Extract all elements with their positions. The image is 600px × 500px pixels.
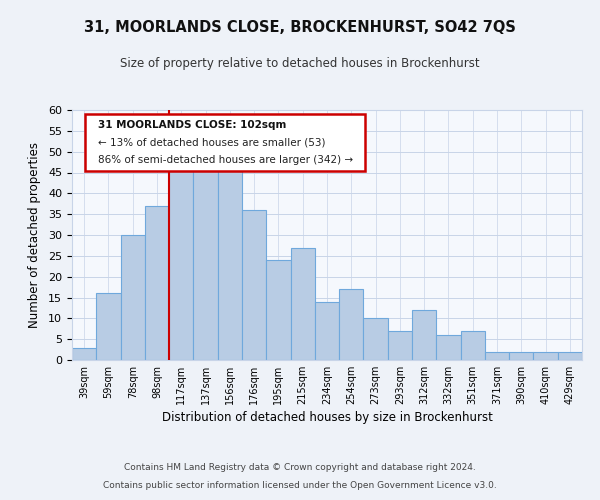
FancyBboxPatch shape: [85, 114, 365, 171]
Text: 86% of semi-detached houses are larger (342) →: 86% of semi-detached houses are larger (…: [97, 155, 353, 165]
Bar: [266, 260, 290, 360]
Bar: [242, 210, 266, 360]
Bar: [193, 160, 218, 360]
Bar: [485, 352, 509, 360]
Text: Size of property relative to detached houses in Brockenhurst: Size of property relative to detached ho…: [120, 58, 480, 70]
Bar: [436, 335, 461, 360]
Y-axis label: Number of detached properties: Number of detached properties: [28, 142, 41, 328]
Bar: [218, 160, 242, 360]
Bar: [96, 294, 121, 360]
Bar: [290, 248, 315, 360]
Bar: [461, 331, 485, 360]
X-axis label: Distribution of detached houses by size in Brockenhurst: Distribution of detached houses by size …: [161, 411, 493, 424]
Bar: [169, 152, 193, 360]
Text: Contains public sector information licensed under the Open Government Licence v3: Contains public sector information licen…: [103, 481, 497, 490]
Text: 31 MOORLANDS CLOSE: 102sqm: 31 MOORLANDS CLOSE: 102sqm: [97, 120, 286, 130]
Bar: [558, 352, 582, 360]
Bar: [339, 289, 364, 360]
Bar: [145, 206, 169, 360]
Bar: [72, 348, 96, 360]
Bar: [388, 331, 412, 360]
Bar: [533, 352, 558, 360]
Bar: [509, 352, 533, 360]
Text: 31, MOORLANDS CLOSE, BROCKENHURST, SO42 7QS: 31, MOORLANDS CLOSE, BROCKENHURST, SO42 …: [84, 20, 516, 35]
Bar: [315, 302, 339, 360]
Bar: [412, 310, 436, 360]
Text: ← 13% of detached houses are smaller (53): ← 13% of detached houses are smaller (53…: [97, 138, 325, 147]
Bar: [364, 318, 388, 360]
Bar: [121, 235, 145, 360]
Text: Contains HM Land Registry data © Crown copyright and database right 2024.: Contains HM Land Registry data © Crown c…: [124, 464, 476, 472]
